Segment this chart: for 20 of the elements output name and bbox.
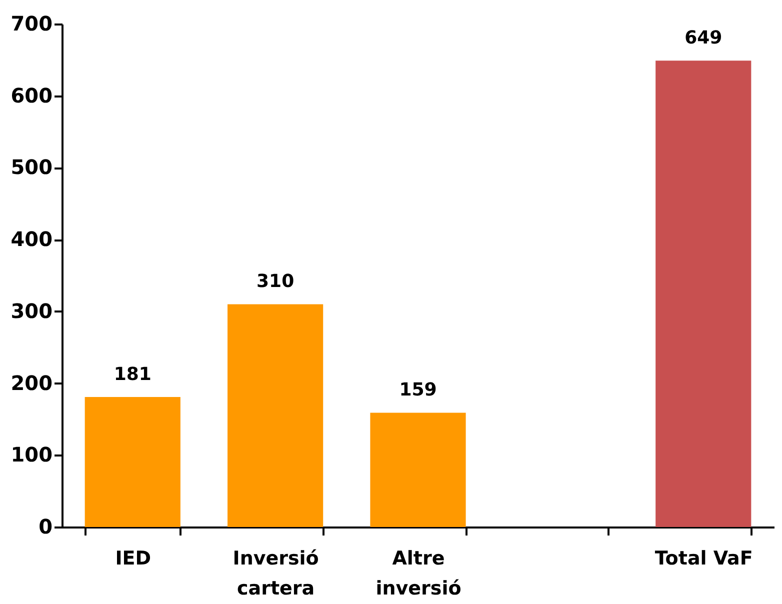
x-tick-label: Altre inversió [376, 548, 462, 600]
bar [370, 412, 466, 527]
x-tick-label: Inversió cartera [232, 548, 319, 600]
data-label: 649 [684, 28, 722, 49]
y-tick-label: 500 [10, 155, 52, 180]
y-tick-label: 0 [38, 514, 52, 538]
data-label: 310 [256, 271, 294, 292]
y-tick-label: 700 [10, 12, 52, 36]
y-tick-label: 300 [10, 298, 52, 323]
x-tick-label: IED [115, 548, 152, 570]
y-tick-label: 400 [10, 227, 52, 252]
bar [656, 60, 752, 527]
bar [84, 396, 180, 527]
y-tick-label: 100 [10, 442, 52, 467]
data-label: 181 [114, 364, 152, 385]
x-tick-label: Total VaF [654, 548, 753, 570]
bar [228, 304, 324, 527]
y-tick-label: 600 [10, 83, 52, 108]
data-label: 159 [399, 380, 437, 401]
y-tick-label: 200 [10, 370, 52, 395]
